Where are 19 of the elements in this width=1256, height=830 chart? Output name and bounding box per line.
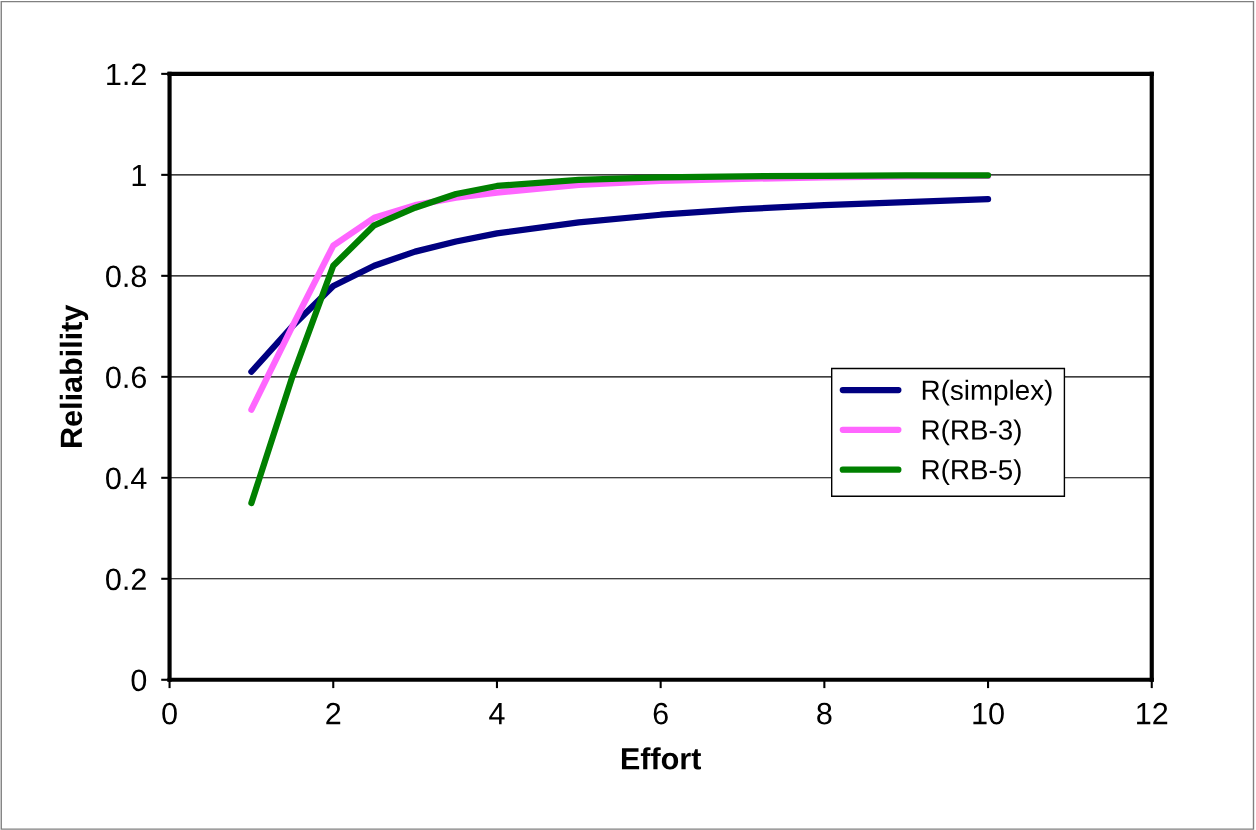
x-tick-label: 10 <box>973 702 1004 725</box>
legend-label: R(RB-3) <box>922 419 1021 446</box>
x-tick-label: 12 <box>1137 702 1168 725</box>
x-tick-label: 4 <box>489 703 505 725</box>
x-axis-title: Effort <box>621 747 702 770</box>
y-tick-label: 1 <box>132 164 146 186</box>
x-tick-label: 0 <box>162 702 177 725</box>
y-tick-label: 0.8 <box>106 265 147 288</box>
x-tick-label: 8 <box>817 702 832 725</box>
y-axis-title: Reliability <box>59 304 89 447</box>
legend-label: R(RB-5) <box>922 459 1021 486</box>
x-tick-label: 6 <box>653 702 668 725</box>
y-tick-label: 0.2 <box>106 568 146 591</box>
y-tick-label: 1.2 <box>107 63 146 85</box>
legend-label: R(simplex) <box>922 379 1052 406</box>
x-tick-label: 2 <box>326 702 341 725</box>
y-tick-label: 0.4 <box>106 467 147 490</box>
y-tick-label: 0.6 <box>106 366 146 389</box>
y-tick-label: 0 <box>131 669 147 692</box>
